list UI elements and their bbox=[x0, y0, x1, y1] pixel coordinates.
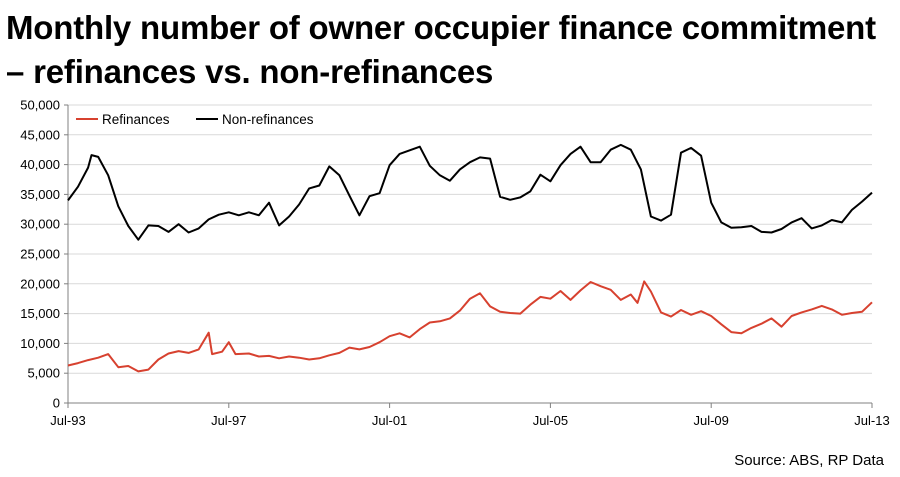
chart-title: Monthly number of owner occupier finance… bbox=[6, 9, 876, 90]
y-tick-label: 35,000 bbox=[20, 187, 60, 202]
y-tick-label: 5,000 bbox=[27, 366, 60, 381]
y-tick-label: 25,000 bbox=[20, 247, 60, 262]
x-tick-label: Jul-97 bbox=[211, 413, 246, 428]
legend-label-non-refinances: Non-refinances bbox=[222, 112, 314, 127]
x-axis-ticks: Jul-93 Jul-97 Jul-01 Jul-05 Jul-09 Jul-13 bbox=[50, 403, 890, 428]
y-tick-label: 15,000 bbox=[20, 306, 60, 321]
gridlines bbox=[68, 104, 872, 374]
x-tick-label: Jul-09 bbox=[693, 413, 728, 428]
series-line-non-refinances bbox=[67, 143, 873, 241]
series-lines bbox=[67, 143, 873, 373]
y-tick-label: 10,000 bbox=[20, 336, 60, 351]
source-note: Source: ABS, RP Data bbox=[734, 452, 884, 469]
y-tick-label: 30,000 bbox=[20, 217, 60, 232]
x-tick-label: Jul-05 bbox=[533, 413, 568, 428]
y-axis-ticks: 0 5,000 10,000 15,000 20,000 25,000 30,000 35,0… bbox=[20, 98, 68, 411]
y-tick-label: 45,000 bbox=[20, 127, 60, 142]
y-tick-label: 0 bbox=[53, 396, 60, 411]
y-tick-label: 20,000 bbox=[20, 276, 60, 291]
legend: Refinances Non-refinances bbox=[76, 112, 314, 127]
x-tick-label: Jul-01 bbox=[372, 413, 407, 428]
y-tick-label: 50,000 bbox=[20, 98, 60, 113]
legend-label-refinances: Refinances bbox=[102, 112, 170, 127]
series-line-refinances bbox=[67, 280, 873, 373]
x-tick-label: Jul-93 bbox=[50, 413, 85, 428]
x-tick-label: Jul-13 bbox=[854, 413, 889, 428]
y-tick-label: 40,000 bbox=[20, 157, 60, 172]
